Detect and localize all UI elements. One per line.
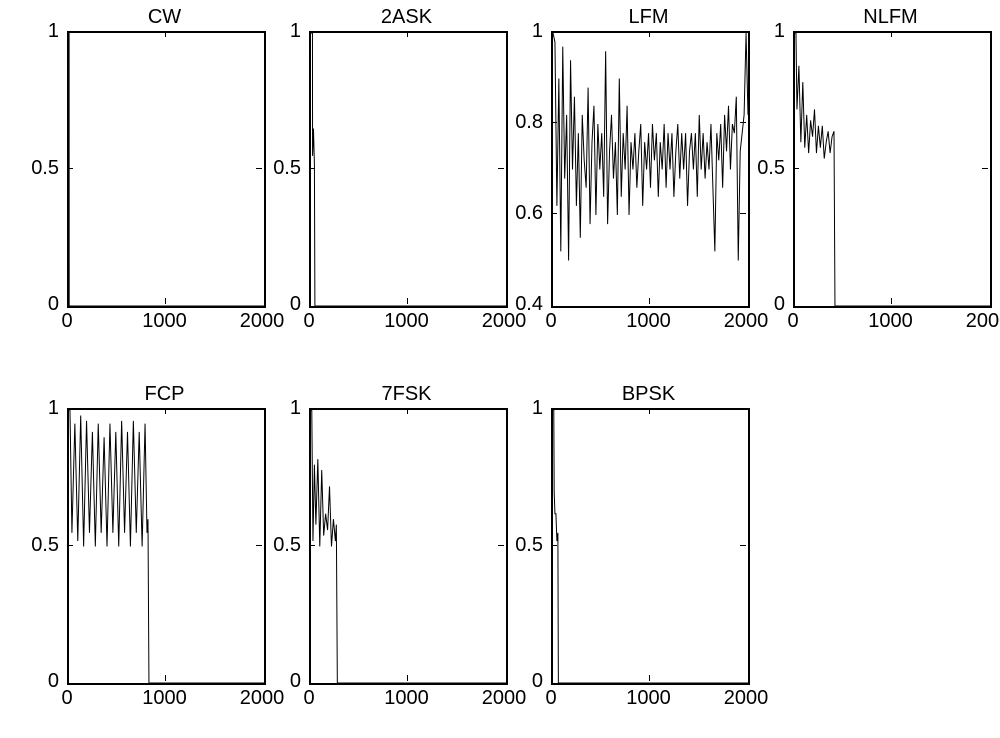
- ytick-mark: [793, 168, 799, 169]
- panel-lfm: LFM0.40.60.81010002000: [551, 31, 746, 304]
- panel-nlfm: NLFM00.51010002000: [793, 31, 988, 304]
- xtick-label: 2000: [716, 687, 776, 710]
- ytick-mark: [309, 545, 315, 546]
- panel-2ask: 2ASK00.51010002000: [309, 31, 504, 304]
- xtick-label: 0: [37, 310, 97, 333]
- xtick-label: 0: [521, 310, 581, 333]
- xtick-mark: [891, 31, 892, 37]
- xtick-mark: [649, 31, 650, 37]
- ytick-label: 0.6: [515, 202, 543, 225]
- ytick-mark: [67, 545, 73, 546]
- axes-box: [793, 31, 992, 308]
- xtick-label: 1000: [619, 310, 679, 333]
- panel-title: CW: [67, 6, 262, 29]
- panel-cw: CW00.51010002000: [67, 31, 262, 304]
- series-line: [311, 33, 506, 306]
- panel-7fsk: 7FSK00.51010002000: [309, 408, 504, 681]
- xtick-mark: [649, 408, 650, 414]
- xtick-mark: [407, 408, 408, 414]
- xtick-mark: [649, 675, 650, 681]
- ytick-label: 0.5: [31, 157, 59, 180]
- panel-title: FCP: [67, 383, 262, 406]
- xtick-label: 0: [763, 310, 823, 333]
- series-line: [553, 33, 748, 306]
- ytick-label: 1: [290, 20, 301, 43]
- xtick-label: 1000: [135, 310, 195, 333]
- xtick-mark: [407, 675, 408, 681]
- ytick-mark: [740, 122, 746, 123]
- series-line: [795, 33, 990, 306]
- xtick-mark: [165, 298, 166, 304]
- ytick-label: 1: [290, 397, 301, 420]
- ytick-label: 1: [532, 397, 543, 420]
- panel-title: LFM: [551, 6, 746, 29]
- ytick-mark: [256, 545, 262, 546]
- panel-title: 7FSK: [309, 383, 504, 406]
- series-line: [69, 33, 264, 306]
- ytick-label: 0.8: [515, 111, 543, 134]
- xtick-label: 1000: [377, 310, 437, 333]
- ytick-label: 0.5: [31, 534, 59, 557]
- panel-title: NLFM: [793, 6, 988, 29]
- panel-bpsk: BPSK00.51010002000: [551, 408, 746, 681]
- ytick-label: 0.5: [273, 534, 301, 557]
- xtick-label: 2000: [958, 310, 1000, 333]
- ytick-mark: [740, 213, 746, 214]
- xtick-label: 1000: [135, 687, 195, 710]
- xtick-mark: [407, 31, 408, 37]
- ytick-mark: [551, 213, 557, 214]
- xtick-mark: [165, 408, 166, 414]
- xtick-label: 0: [279, 310, 339, 333]
- ytick-label: 1: [774, 20, 785, 43]
- ytick-label: 1: [532, 20, 543, 43]
- axes-box: [309, 408, 508, 685]
- series-line: [553, 410, 748, 683]
- ytick-mark: [498, 168, 504, 169]
- xtick-label: 1000: [377, 687, 437, 710]
- panel-title: 2ASK: [309, 6, 504, 29]
- panel-fcp: FCP00.51010002000: [67, 408, 262, 681]
- ytick-label: 1: [48, 20, 59, 43]
- ytick-mark: [740, 545, 746, 546]
- ytick-label: 0.5: [757, 157, 785, 180]
- axes-box: [67, 31, 266, 308]
- xtick-mark: [407, 298, 408, 304]
- xtick-mark: [891, 298, 892, 304]
- ytick-mark: [67, 168, 73, 169]
- figure-grid: CW00.510100020002ASK00.51010002000LFM0.4…: [0, 0, 1000, 738]
- ytick-mark: [551, 545, 557, 546]
- axes-box: [551, 408, 750, 685]
- xtick-mark: [165, 675, 166, 681]
- series-line: [69, 410, 264, 683]
- ytick-mark: [498, 545, 504, 546]
- xtick-mark: [165, 31, 166, 37]
- axes-box: [551, 31, 750, 308]
- series-line: [311, 410, 506, 683]
- xtick-label: 1000: [619, 687, 679, 710]
- xtick-mark: [649, 298, 650, 304]
- axes-box: [309, 31, 508, 308]
- ytick-mark: [982, 168, 988, 169]
- xtick-label: 0: [521, 687, 581, 710]
- axes-box: [67, 408, 266, 685]
- panel-title: BPSK: [551, 383, 746, 406]
- ytick-mark: [256, 168, 262, 169]
- ytick-label: 0.5: [273, 157, 301, 180]
- xtick-label: 0: [279, 687, 339, 710]
- ytick-label: 0.5: [515, 534, 543, 557]
- ytick-mark: [551, 122, 557, 123]
- ytick-mark: [309, 168, 315, 169]
- xtick-label: 0: [37, 687, 97, 710]
- xtick-label: 1000: [861, 310, 921, 333]
- ytick-label: 1: [48, 397, 59, 420]
